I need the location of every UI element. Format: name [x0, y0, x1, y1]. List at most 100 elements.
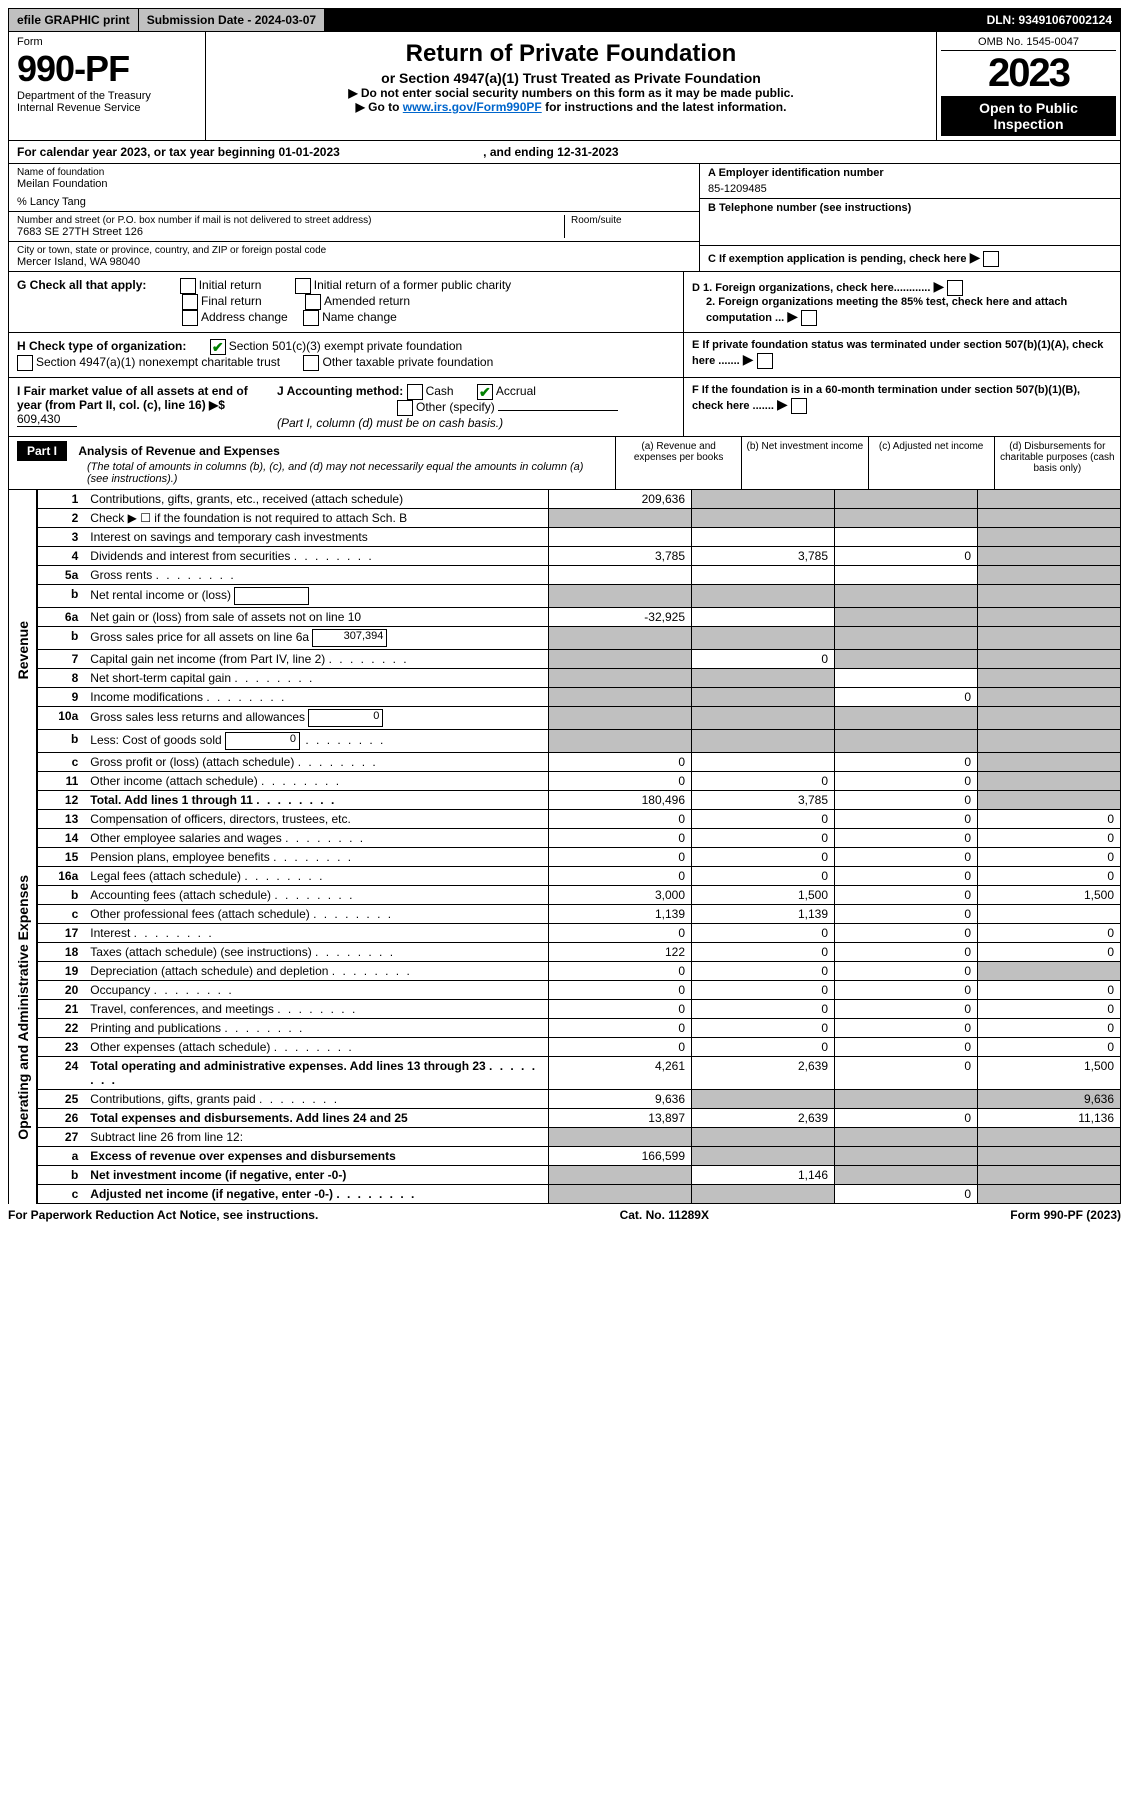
- pending-checkbox[interactable]: [983, 251, 999, 267]
- opt-name: Name change: [322, 310, 397, 324]
- col-a-val: 0: [549, 772, 692, 791]
- line-desc: Interest on savings and temporary cash i…: [84, 528, 548, 547]
- line-desc: Compensation of officers, directors, tru…: [84, 810, 548, 829]
- col-c-val: 0: [835, 905, 978, 924]
- g-label: G Check all that apply:: [17, 278, 146, 292]
- note2-pre: ▶ Go to: [356, 100, 403, 114]
- col-d-val: [978, 509, 1121, 528]
- col-b-val: 1,139: [692, 905, 835, 924]
- col-a-val: 3,000: [549, 886, 692, 905]
- opt-501c3: Section 501(c)(3) exempt private foundat…: [229, 339, 462, 353]
- col-c-val: 0: [835, 981, 978, 1000]
- calendar-year: For calendar year 2023, or tax year begi…: [8, 141, 1121, 164]
- cb-public[interactable]: [295, 278, 311, 294]
- col-a-val: 4,261: [549, 1057, 692, 1090]
- col-d-val: 1,500: [978, 1057, 1121, 1090]
- col-a-val: [549, 627, 692, 650]
- col-d-val: [978, 650, 1121, 669]
- col-d-val: [978, 772, 1121, 791]
- sub-input: 0: [308, 709, 383, 727]
- col-b-val: [692, 566, 835, 585]
- table-row: 19 Depreciation (attach schedule) and de…: [38, 962, 1121, 981]
- name-value: Meilan Foundation: [17, 178, 691, 190]
- cb-4947[interactable]: [17, 355, 33, 371]
- note1: ▶ Do not enter social security numbers o…: [212, 86, 930, 100]
- col-d-val: 0: [978, 867, 1121, 886]
- line-number: c: [38, 905, 85, 924]
- f-section: F If the foundation is in a 60-month ter…: [683, 378, 1120, 436]
- table-row: c Gross profit or (loss) (attach schedul…: [38, 753, 1121, 772]
- col-a-val: 0: [549, 1019, 692, 1038]
- opt-public: Initial return of a former public charit…: [314, 278, 511, 292]
- col-d-val: [978, 905, 1121, 924]
- header-center: Return of Private Foundation or Section …: [206, 32, 936, 140]
- opt-initial: Initial return: [199, 278, 262, 292]
- cb-initial[interactable]: [180, 278, 196, 294]
- cb-e[interactable]: [757, 353, 773, 369]
- col-c-val: 0: [835, 1185, 978, 1204]
- line-desc: Occupancy: [84, 981, 548, 1000]
- irs-link[interactable]: www.irs.gov/Form990PF: [403, 100, 542, 114]
- col-b-val: 3,785: [692, 547, 835, 566]
- col-b-val: [692, 707, 835, 730]
- line-number: 27: [38, 1128, 85, 1147]
- cb-accrual[interactable]: [477, 384, 493, 400]
- cb-name[interactable]: [303, 310, 319, 326]
- info-grid: Name of foundation Meilan Foundation % L…: [8, 164, 1121, 272]
- col-a-val: [549, 528, 692, 547]
- cb-amended[interactable]: [305, 294, 321, 310]
- col-b-val: [692, 528, 835, 547]
- cb-d2[interactable]: [801, 310, 817, 326]
- line-number: 5a: [38, 566, 85, 585]
- cb-d1[interactable]: [947, 280, 963, 296]
- cb-cash[interactable]: [407, 384, 423, 400]
- line-desc: Total operating and administrative expen…: [84, 1057, 548, 1090]
- form-label: Form: [17, 36, 197, 48]
- col-a-val: 122: [549, 943, 692, 962]
- top-bar: efile GRAPHIC print Submission Date - 20…: [8, 8, 1121, 32]
- col-d-val: 0: [978, 848, 1121, 867]
- address-label: Number and street (or P.O. box number if…: [17, 215, 564, 226]
- efile-label: efile GRAPHIC print: [9, 9, 139, 31]
- header-left: Form 990-PF Department of the Treasury I…: [9, 32, 206, 140]
- col-b-val: 0: [692, 810, 835, 829]
- line-number: 16a: [38, 867, 85, 886]
- col-c-val: [835, 1166, 978, 1185]
- opt-accrual: Accrual: [496, 384, 536, 398]
- col-a-val: [549, 585, 692, 608]
- header-right: OMB No. 1545-0047 2023 Open to Public In…: [936, 32, 1120, 140]
- table-row: 7 Capital gain net income (from Part IV,…: [38, 650, 1121, 669]
- col-d-val: [978, 627, 1121, 650]
- col-a-val: 0: [549, 867, 692, 886]
- cb-final[interactable]: [182, 294, 198, 310]
- col-a-val: 0: [549, 848, 692, 867]
- cb-other-tax[interactable]: [303, 355, 319, 371]
- cb-other[interactable]: [397, 400, 413, 416]
- arrow-icon: ▶: [777, 396, 788, 412]
- line-desc: Gross profit or (loss) (attach schedule): [84, 753, 548, 772]
- d-section: D 1. Foreign organizations, check here..…: [683, 272, 1120, 332]
- table-row: 16a Legal fees (attach schedule) 0 0 0 0: [38, 867, 1121, 886]
- col-b-val: [692, 753, 835, 772]
- col-a-val: 0: [549, 1038, 692, 1057]
- line-number: 22: [38, 1019, 85, 1038]
- line-desc: Other expenses (attach schedule): [84, 1038, 548, 1057]
- line-number: 14: [38, 829, 85, 848]
- table-row: 15 Pension plans, employee benefits 0 0 …: [38, 848, 1121, 867]
- col-c-val: 0: [835, 1109, 978, 1128]
- col-d-val: [978, 547, 1121, 566]
- opt-final: Final return: [201, 294, 262, 308]
- line-number: 4: [38, 547, 85, 566]
- line-number: c: [38, 753, 85, 772]
- sub-input: 0: [225, 732, 300, 750]
- cb-address[interactable]: [182, 310, 198, 326]
- part1-heading: Analysis of Revenue and Expenses: [78, 444, 279, 458]
- part1-title: Part I: [17, 441, 67, 461]
- line-number: 21: [38, 1000, 85, 1019]
- cb-f[interactable]: [791, 398, 807, 414]
- col-b-val: [692, 1090, 835, 1109]
- col-c-val: 0: [835, 867, 978, 886]
- cb-501c3[interactable]: [210, 339, 226, 355]
- col-d-val: [978, 1166, 1121, 1185]
- col-a-val: 180,496: [549, 791, 692, 810]
